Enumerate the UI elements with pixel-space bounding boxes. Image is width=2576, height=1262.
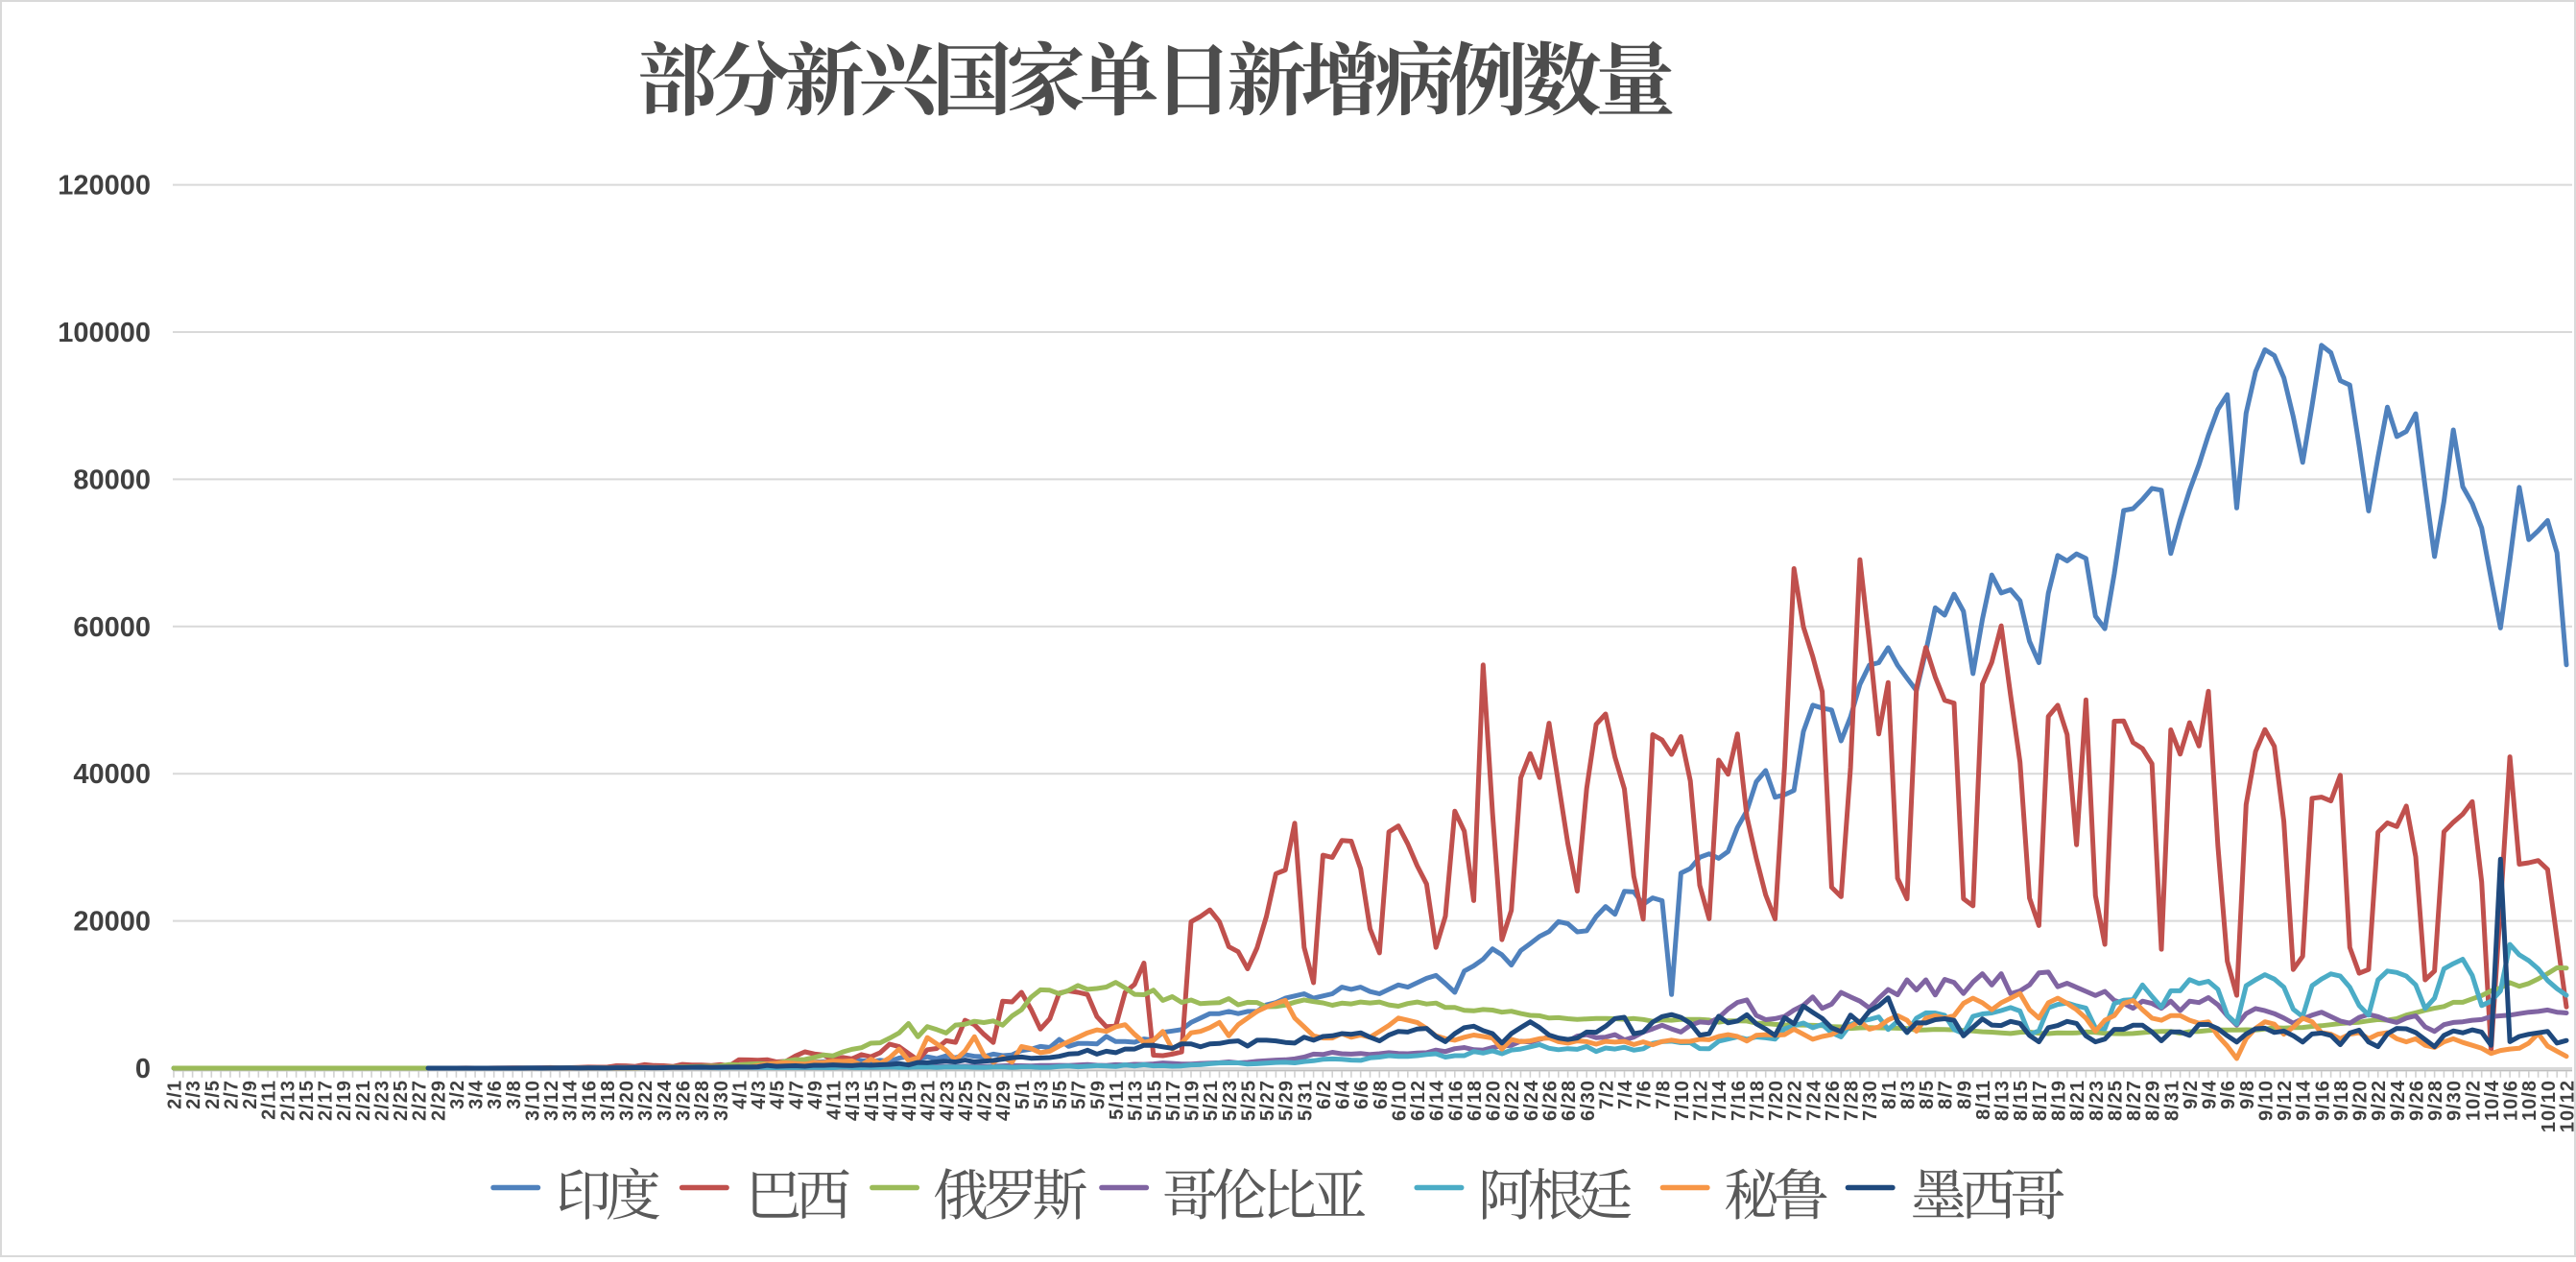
svg-text:6/2: 6/2 [1314,1080,1335,1109]
svg-text:40000: 40000 [73,759,151,790]
svg-text:0: 0 [135,1054,151,1084]
svg-text:3/14: 3/14 [561,1080,582,1121]
svg-text:6/22: 6/22 [1502,1080,1523,1121]
svg-text:20000: 20000 [73,907,151,938]
svg-text:2/23: 2/23 [371,1080,393,1121]
svg-text:9/18: 9/18 [2331,1080,2352,1121]
svg-text:5/21: 5/21 [1201,1080,1222,1121]
svg-text:6/8: 6/8 [1371,1080,1392,1109]
svg-text:8/21: 8/21 [2067,1080,2088,1121]
svg-text:4/17: 4/17 [880,1080,901,1121]
svg-text:2/17: 2/17 [316,1080,337,1121]
svg-text:10/12: 10/12 [2558,1080,2576,1132]
svg-text:7/6: 7/6 [1634,1080,1656,1109]
svg-text:9/30: 9/30 [2445,1080,2466,1121]
svg-text:3/28: 3/28 [692,1080,713,1121]
svg-text:10/8: 10/8 [2519,1080,2540,1121]
svg-text:7/26: 7/26 [1823,1080,1844,1121]
svg-text:7/12: 7/12 [1691,1080,1712,1121]
svg-text:3/2: 3/2 [447,1080,468,1109]
svg-text:8/1: 8/1 [1879,1080,1900,1109]
svg-text:9/4: 9/4 [2200,1080,2221,1109]
svg-text:120000: 120000 [58,171,151,202]
svg-text:80000: 80000 [73,464,151,495]
svg-text:5/27: 5/27 [1257,1080,1278,1121]
svg-text:100000: 100000 [58,318,151,348]
svg-text:5/7: 5/7 [1069,1080,1090,1109]
svg-text:9/24: 9/24 [2388,1080,2409,1121]
svg-text:4/23: 4/23 [937,1080,958,1121]
svg-text:8/27: 8/27 [2124,1080,2145,1121]
svg-text:3/8: 3/8 [504,1080,525,1109]
svg-text:6/28: 6/28 [1559,1080,1580,1121]
svg-text:2/11: 2/11 [259,1080,280,1120]
svg-text:7/20: 7/20 [1766,1080,1787,1121]
svg-text:2/3: 2/3 [183,1080,204,1109]
svg-text:6/16: 6/16 [1445,1080,1467,1121]
svg-text:5/1: 5/1 [1013,1080,1034,1109]
svg-text:9/10: 9/10 [2255,1080,2277,1121]
svg-text:4/11: 4/11 [824,1080,846,1120]
svg-text:5/13: 5/13 [1126,1080,1147,1121]
svg-text:3/22: 3/22 [635,1080,656,1121]
svg-text:4/3: 4/3 [749,1080,770,1109]
svg-text:8/15: 8/15 [2011,1080,2032,1121]
svg-text:60000: 60000 [73,612,151,643]
svg-text:8/9: 8/9 [1954,1080,1975,1109]
